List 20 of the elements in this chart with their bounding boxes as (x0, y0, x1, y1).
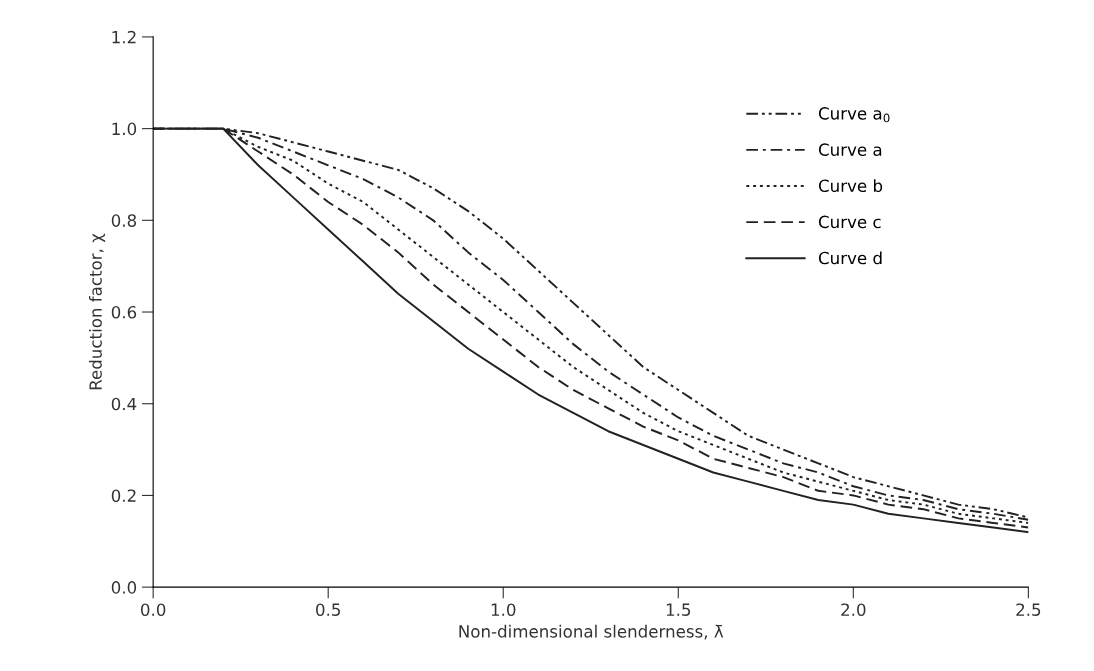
x-tick-label: 2.5 (1016, 603, 1041, 616)
legend-label: Curve a (818, 143, 882, 156)
y-tick-label: 0.4 (111, 397, 137, 411)
x-tick-label: 1.0 (491, 603, 516, 616)
legend-label: Curve c (818, 215, 881, 229)
y-tick-label: 0.6 (111, 305, 137, 319)
y-tick-label: 1.2 (112, 30, 136, 44)
legend-label: Curve b (818, 179, 883, 193)
x-tick-label: 0.5 (316, 603, 340, 616)
x-tick-label: 1.5 (666, 603, 691, 616)
x-axis-title: Non-dimensional slenderness, λ̄ (459, 624, 724, 640)
legend-label: Curve d (818, 251, 882, 265)
x-tick-label: 2.0 (841, 603, 866, 616)
y-tick-label: 0.0 (111, 581, 137, 594)
y-tick-label: 1.0 (112, 122, 137, 136)
y-tick-label: 0.8 (111, 214, 137, 227)
y-axis-title: Reduction factor, χ (88, 233, 106, 390)
legend-label: Curve a$_{0}$ (818, 107, 890, 123)
x-tick-label: 0.0 (141, 603, 166, 616)
y-tick-label: 0.2 (111, 489, 136, 502)
